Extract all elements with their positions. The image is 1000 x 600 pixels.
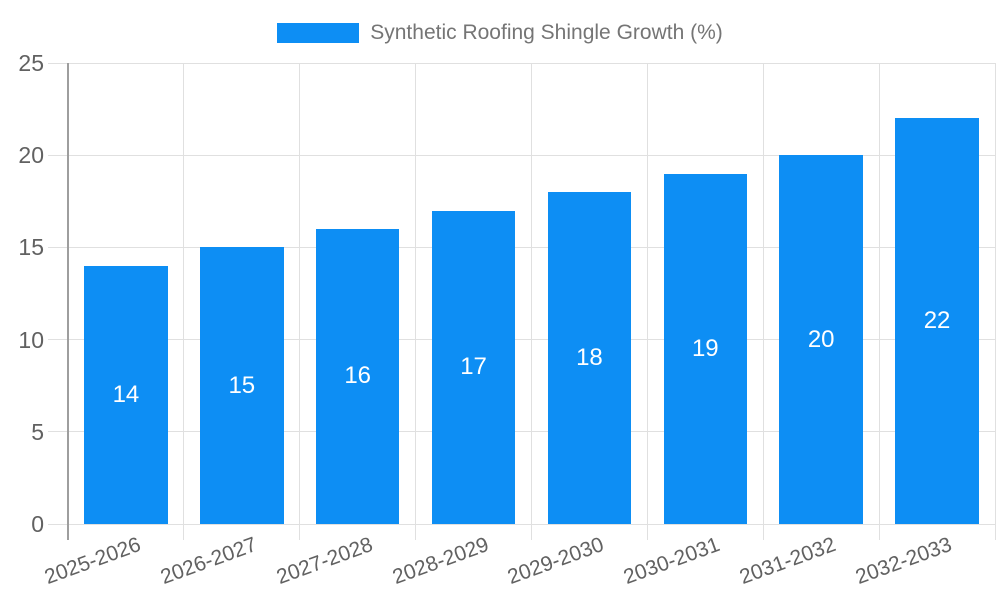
- bar[interactable]: [895, 118, 979, 524]
- x-gridline: [415, 63, 417, 540]
- y-gridline: [48, 523, 995, 525]
- bar[interactable]: [547, 192, 632, 524]
- y-axis-tick-label: 25: [18, 50, 44, 76]
- x-axis-tick-label: 2025-2026: [41, 533, 144, 589]
- x-axis-tick-label: 2027-2028: [273, 533, 376, 589]
- bar[interactable]: [200, 247, 284, 524]
- y-axis-tick-label: 5: [31, 418, 44, 445]
- y-axis-line: [67, 63, 69, 540]
- y-gridline: [48, 339, 995, 341]
- x-axis-tick-label: 2029-2030: [505, 533, 608, 589]
- x-gridline: [299, 63, 301, 540]
- x-gridline: [762, 63, 764, 540]
- legend-label: Synthetic Roofing Shingle Growth (%): [370, 21, 723, 44]
- legend-swatch: [277, 23, 360, 43]
- y-axis-tick-label: 0: [31, 511, 44, 537]
- y-gridline: [48, 62, 995, 64]
- y-axis-tick-label: 20: [18, 142, 44, 169]
- x-axis-tick-label: 2031-2032: [736, 533, 840, 589]
- bar[interactable]: [315, 228, 400, 524]
- bar[interactable]: [84, 265, 168, 524]
- bar[interactable]: [431, 210, 516, 524]
- x-axis-tick-label: 2030-2031: [620, 533, 724, 589]
- legend[interactable]: Synthetic Roofing Shingle Growth (%): [0, 20, 1000, 46]
- y-axis-tick-label: 15: [18, 234, 44, 261]
- x-gridline: [994, 63, 996, 540]
- x-axis-tick-label: 2026-2027: [157, 533, 260, 589]
- x-gridline: [878, 63, 880, 540]
- y-gridline: [48, 431, 995, 433]
- bar[interactable]: [663, 173, 748, 524]
- y-gridline: [48, 246, 995, 248]
- y-gridline: [48, 154, 995, 156]
- x-axis-tick-label: 2028-2029: [389, 533, 492, 589]
- x-axis-tick-label: 2032-2033: [852, 533, 955, 589]
- x-gridline: [531, 63, 532, 540]
- bar[interactable]: [779, 155, 863, 524]
- y-axis-tick-label: 10: [18, 326, 44, 353]
- x-gridline: [183, 63, 185, 540]
- x-gridline: [646, 63, 648, 540]
